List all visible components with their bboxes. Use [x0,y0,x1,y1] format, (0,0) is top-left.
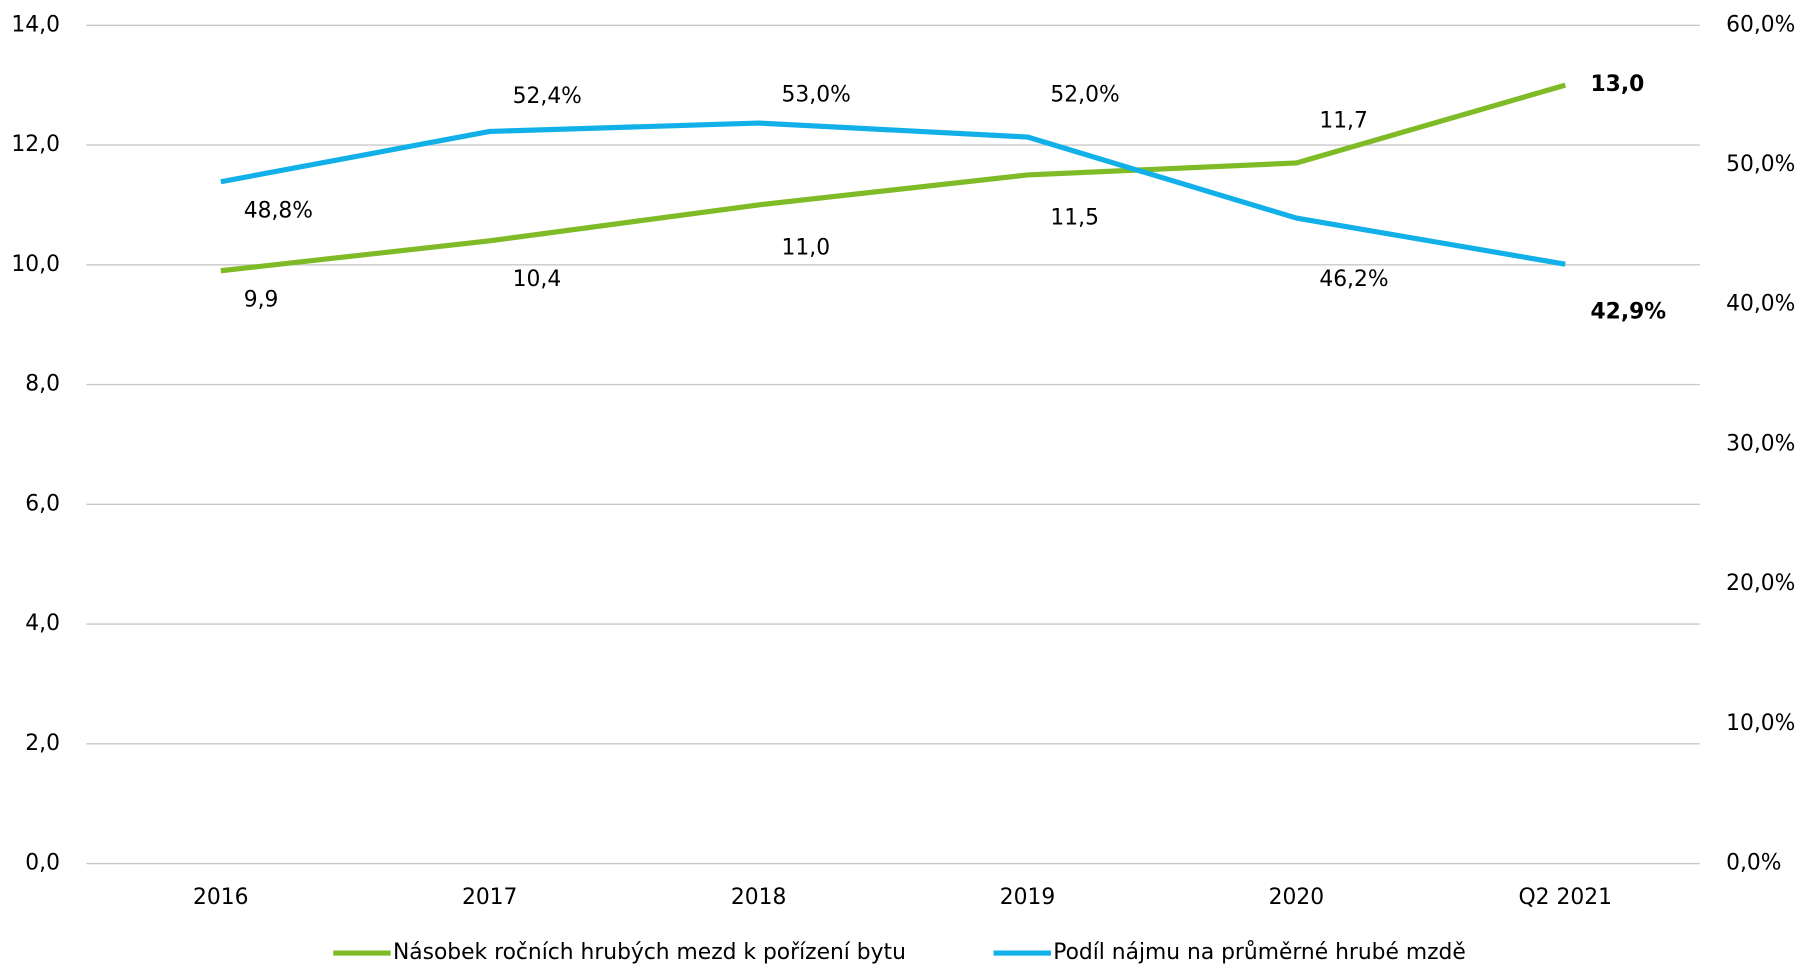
y-tick-label: 0,0 [25,851,60,876]
data-label: 48,8% [244,199,313,224]
data-label: 52,0% [1050,83,1119,108]
data-label: 53,0% [782,82,851,107]
y-tick-label: 12,0 [11,132,60,157]
y2-tick-label: 60,0% [1726,12,1795,37]
y2-tick-label: 10,0% [1726,711,1795,736]
data-label: 10,4 [513,267,562,292]
y-tick-label: 14,0 [11,12,60,37]
y-tick-label: 8,0 [25,372,60,397]
data-label: 9,9 [244,288,279,313]
y2-tick-label: 40,0% [1726,292,1795,317]
data-label: 11,0 [782,236,831,261]
y-tick-label: 4,0 [25,611,60,636]
y-tick-label: 6,0 [25,491,60,516]
data-label: 42,9% [1591,299,1667,324]
series-line [220,82,1566,274]
y-tick-label: 10,0 [11,252,60,277]
data-label: 11,5 [1050,206,1099,231]
y2-tick-label: 30,0% [1726,431,1795,456]
legend-label: Podíl nájmu na průměrné hrubé mzdě [1053,940,1466,965]
data-label: 46,2% [1319,267,1388,292]
x-tick-label: 2020 [1269,885,1324,910]
y2-tick-label: 0,0% [1726,851,1781,876]
data-label: 52,4% [513,84,582,109]
data-label: 11,7 [1319,109,1368,134]
x-tick-label: 2016 [193,885,248,910]
y-tick-label: 2,0 [25,731,60,756]
x-tick-label: Q2 2021 [1519,885,1612,910]
series-line [220,120,1566,267]
x-tick-label: 2017 [462,885,517,910]
data-label: 13,0 [1591,72,1645,97]
y2-tick-label: 50,0% [1726,152,1795,177]
x-tick-label: 2019 [1000,885,1055,910]
legend-label: Násobek ročních hrubých mezd k pořízení … [393,940,906,965]
y2-tick-label: 20,0% [1726,571,1795,596]
x-tick-label: 2018 [731,885,786,910]
